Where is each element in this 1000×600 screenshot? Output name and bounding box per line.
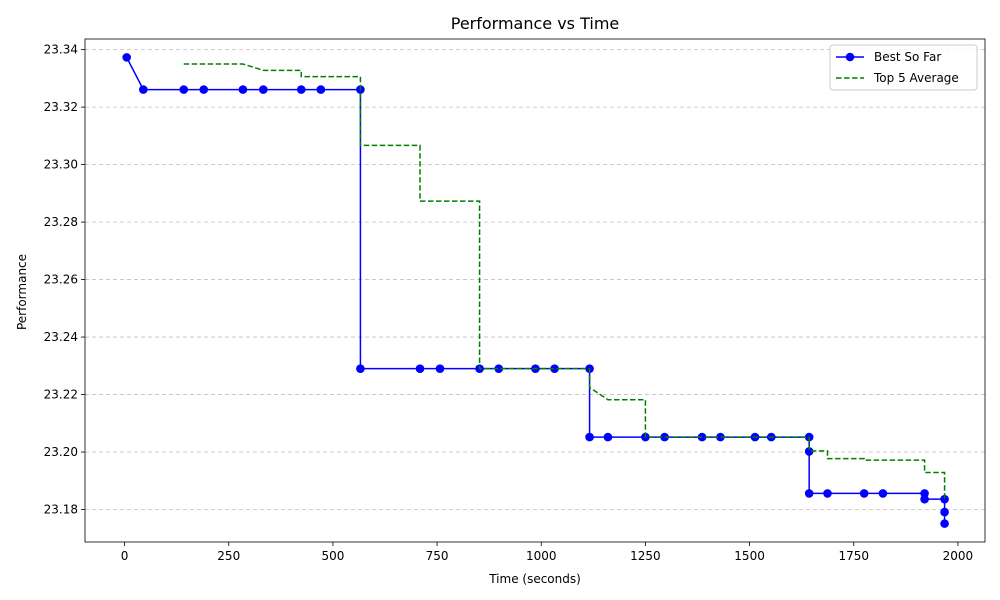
best-so-far-marker xyxy=(179,85,189,94)
x-tick-label: 500 xyxy=(321,549,344,563)
legend-box xyxy=(829,44,978,91)
y-tick-label: 23.24 xyxy=(44,330,78,344)
legend: Best So Far Top 5 Average xyxy=(829,44,978,91)
y-tick-label: 23.34 xyxy=(44,43,78,57)
plot-frame xyxy=(84,38,986,543)
best-so-far-marker xyxy=(356,364,365,373)
x-tick-label: 1000 xyxy=(526,549,557,563)
y-tick-label: 23.28 xyxy=(44,215,78,229)
best-so-far-marker xyxy=(603,432,613,442)
y-tick-label: 23.20 xyxy=(44,445,78,459)
x-tick-label: 0 xyxy=(121,549,129,563)
best-so-far-line xyxy=(126,57,946,524)
x-tick-label: 1750 xyxy=(838,549,869,563)
best-so-far-marker xyxy=(415,364,425,373)
best-so-far-marker xyxy=(259,85,268,94)
y-tick-label: 23.26 xyxy=(44,273,78,287)
best-so-far-marker xyxy=(494,364,504,373)
best-so-far-marker xyxy=(878,489,888,498)
y-tick-label: 23.32 xyxy=(44,100,78,114)
best-so-far-marker xyxy=(804,447,814,456)
best-so-far-marker xyxy=(716,432,725,442)
y-axis-label: Performance xyxy=(15,254,29,330)
axes-layer: 23.18 23.20 23.22 23.24 23.26 23.28 23.30 23.32… xyxy=(44,38,986,563)
best-so-far-marker xyxy=(550,364,559,373)
legend-best-so-far-marker xyxy=(845,52,855,62)
x-tick-label: 1500 xyxy=(734,549,765,563)
best-so-far-marker xyxy=(920,494,929,504)
x-tick-label: 750 xyxy=(426,549,449,563)
best-so-far-marker xyxy=(940,519,949,528)
chart-title: Performance vs Time xyxy=(451,14,620,33)
x-tick-label: 250 xyxy=(217,549,240,563)
y-tick-label: 23.18 xyxy=(44,503,78,517)
best-so-far-marker xyxy=(296,85,306,94)
best-so-far-marker xyxy=(940,507,949,517)
top-5-average-line xyxy=(183,63,946,500)
grid-layer xyxy=(85,49,985,510)
x-tick-label: 2000 xyxy=(943,549,974,563)
best-so-far-marker xyxy=(585,432,594,442)
best-so-far-marker xyxy=(238,85,248,94)
best-so-far-marker xyxy=(435,364,445,373)
series-layer xyxy=(122,53,949,528)
best-so-far-marker xyxy=(316,85,326,94)
legend-best-so-far-label: Best So Far xyxy=(874,50,941,64)
best-so-far-marker xyxy=(940,494,949,504)
best-so-far-marker xyxy=(660,432,669,442)
best-so-far-marker xyxy=(804,489,814,498)
y-tick-label: 23.30 xyxy=(44,158,78,172)
best-so-far-marker xyxy=(122,53,131,62)
best-so-far-marker xyxy=(139,85,148,94)
best-so-far-marker xyxy=(823,489,832,498)
x-tick-label: 1250 xyxy=(630,549,661,563)
x-axis-label: Time (seconds) xyxy=(488,572,581,586)
best-so-far-marker xyxy=(859,489,869,498)
legend-top-5-average-label: Top 5 Average xyxy=(873,71,959,85)
y-tick-label: 23.22 xyxy=(44,388,78,402)
best-so-far-marker xyxy=(199,85,209,94)
